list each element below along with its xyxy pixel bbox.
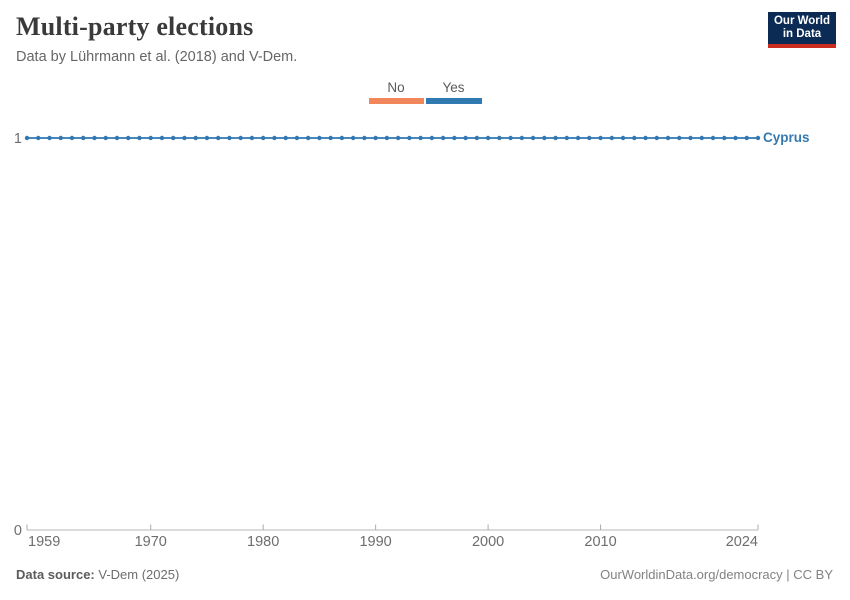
- footer-link[interactable]: OurWorldinData.org/democracy | CC BY: [600, 567, 833, 582]
- data-point[interactable]: [474, 135, 480, 141]
- legend-color-bar-no: [368, 98, 424, 104]
- legend-item-no[interactable]: No: [368, 80, 424, 104]
- data-point[interactable]: [114, 135, 120, 141]
- data-point[interactable]: [542, 135, 547, 141]
- data-point[interactable]: [530, 135, 536, 141]
- data-point[interactable]: [204, 135, 210, 141]
- data-point[interactable]: [159, 135, 165, 141]
- data-point[interactable]: [249, 135, 255, 141]
- footer-source: Data source: V-Dem (2025): [16, 567, 179, 582]
- data-point[interactable]: [632, 135, 637, 141]
- data-point[interactable]: [47, 135, 52, 141]
- y-tick-label: 0: [14, 523, 22, 539]
- data-point[interactable]: [452, 135, 457, 141]
- chart-legend: No Yes: [0, 80, 850, 104]
- data-point[interactable]: [587, 135, 592, 141]
- chart-subtitle: Data by Lührmann et al. (2018) and V-Dem…: [16, 49, 298, 65]
- data-point[interactable]: [193, 135, 198, 141]
- data-point[interactable]: [654, 135, 659, 141]
- data-point[interactable]: [755, 135, 761, 141]
- data-point[interactable]: [620, 135, 626, 141]
- logo-line2: in Data: [782, 28, 822, 40]
- data-point[interactable]: [81, 135, 86, 141]
- footer-source-value: V-Dem (2025): [98, 567, 180, 582]
- data-point[interactable]: [227, 135, 232, 141]
- data-point[interactable]: [744, 135, 749, 141]
- data-point[interactable]: [384, 135, 390, 141]
- data-point[interactable]: [69, 135, 75, 141]
- data-point[interactable]: [182, 135, 187, 141]
- data-point[interactable]: [260, 135, 266, 141]
- data-point[interactable]: [362, 135, 367, 141]
- data-point[interactable]: [328, 135, 333, 141]
- data-point[interactable]: [710, 135, 716, 141]
- legend-color-bar-yes: [425, 98, 482, 104]
- x-tick-label: 1970: [135, 534, 167, 550]
- x-tick-label: 2010: [584, 534, 616, 550]
- chart-title: Multi-party elections: [16, 12, 254, 41]
- data-point[interactable]: [643, 135, 648, 141]
- data-point[interactable]: [519, 135, 525, 141]
- data-point[interactable]: [305, 135, 311, 141]
- data-point[interactable]: [564, 135, 570, 141]
- data-point[interactable]: [440, 135, 446, 141]
- data-point[interactable]: [215, 135, 221, 141]
- data-point[interactable]: [722, 135, 727, 141]
- x-tick-label: 1990: [359, 534, 391, 550]
- logo-line1: Our World: [773, 15, 830, 27]
- x-tick-label: 1980: [247, 534, 279, 550]
- data-point[interactable]: [350, 135, 356, 141]
- data-point[interactable]: [272, 135, 277, 141]
- x-tick-label: 2024: [726, 534, 758, 550]
- data-point[interactable]: [283, 135, 288, 141]
- data-point[interactable]: [171, 135, 176, 141]
- x-tick-label: 2000: [472, 534, 504, 550]
- data-point[interactable]: [665, 135, 671, 141]
- data-point[interactable]: [485, 135, 491, 141]
- data-point[interactable]: [508, 135, 513, 141]
- data-point[interactable]: [36, 135, 41, 141]
- legend-item-yes[interactable]: Yes: [425, 80, 482, 104]
- data-point[interactable]: [294, 135, 300, 141]
- data-point[interactable]: [733, 135, 738, 141]
- data-point[interactable]: [407, 135, 412, 141]
- owid-logo[interactable]: Our World in Data: [768, 12, 836, 48]
- data-point[interactable]: [103, 135, 108, 141]
- data-point[interactable]: [553, 135, 558, 141]
- legend-label-yes: Yes: [442, 80, 465, 95]
- data-point[interactable]: [126, 135, 131, 141]
- data-point[interactable]: [677, 135, 682, 141]
- data-point[interactable]: [497, 135, 502, 141]
- legend-label-no: No: [387, 80, 405, 95]
- x-tick-label: 1959: [28, 534, 60, 550]
- data-point[interactable]: [148, 135, 153, 141]
- data-point[interactable]: [609, 135, 614, 141]
- data-point[interactable]: [395, 135, 401, 141]
- data-point[interactable]: [58, 135, 63, 141]
- data-point[interactable]: [373, 135, 378, 141]
- series-end-label[interactable]: Cyprus: [763, 130, 810, 145]
- data-point[interactable]: [688, 135, 693, 141]
- data-point[interactable]: [317, 135, 322, 141]
- data-point[interactable]: [92, 135, 97, 141]
- data-point[interactable]: [575, 135, 581, 141]
- data-point[interactable]: [238, 135, 243, 141]
- data-point[interactable]: [418, 135, 423, 141]
- data-point[interactable]: [463, 135, 468, 141]
- data-point[interactable]: [598, 135, 603, 141]
- data-point[interactable]: [429, 135, 435, 141]
- data-point[interactable]: [24, 135, 30, 141]
- y-tick-label: 1: [14, 131, 22, 147]
- data-point[interactable]: [699, 135, 704, 141]
- data-point[interactable]: [339, 135, 345, 141]
- footer-source-label: Data source:: [16, 567, 95, 582]
- data-point[interactable]: [137, 135, 142, 141]
- chart-footer: Data source: V-Dem (2025) OurWorldinData…: [16, 567, 833, 582]
